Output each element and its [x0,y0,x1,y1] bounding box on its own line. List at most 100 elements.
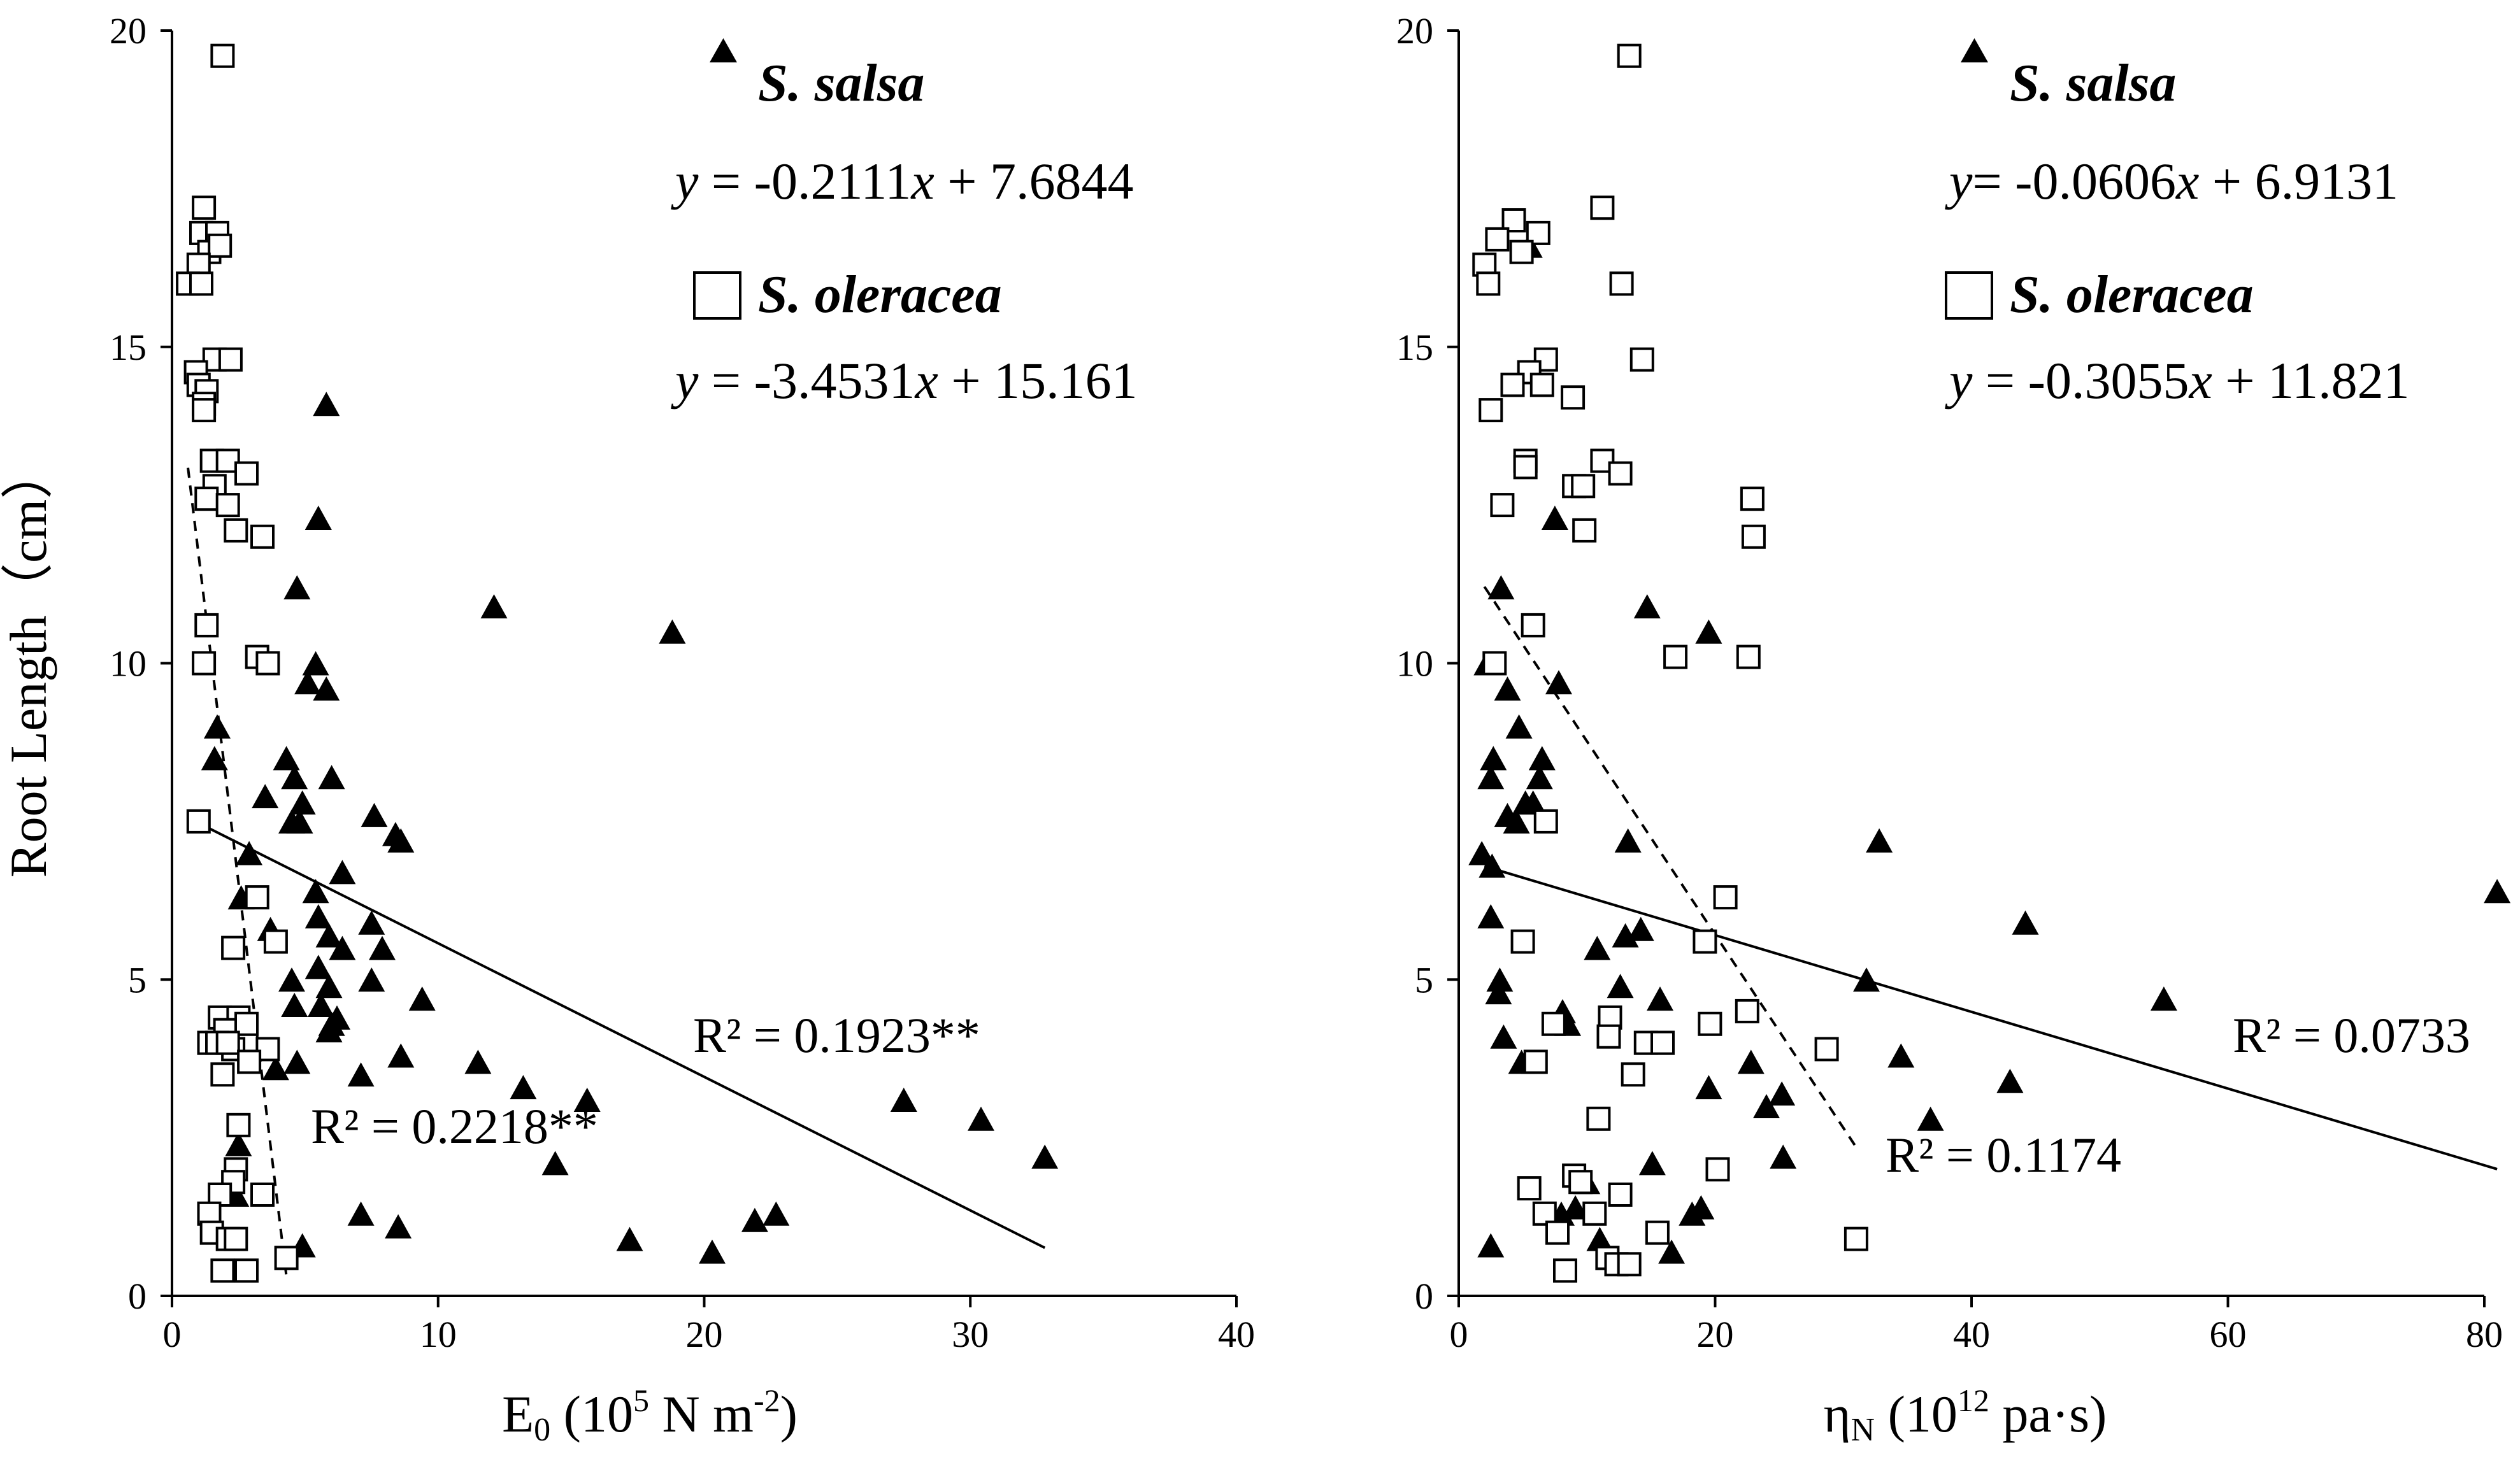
right-oleracea-point [1510,929,1535,954]
right-salsa-point [1917,1106,1944,1131]
left-salsa-point [313,676,340,701]
right-oleracea-point [1501,208,1526,232]
right-axis-ticks: 0 20 40 60 80 0 5 10 15 20 [1396,10,2503,1355]
right-oleracea-point [1713,885,1738,910]
left-y-axis-title: Root Length（cm） [0,447,57,878]
left-x-axis-title: E0 (105 N m-2) [502,1382,798,1448]
right-oleracea-point [1645,1220,1670,1245]
right-equation-oleracea: y = -0.3055x + 11.821 [1945,352,2410,409]
left-salsa-point [890,1088,917,1112]
right-salsa-point [1477,765,1505,790]
left-oleracea-point [250,1183,275,1207]
left-r2-salsa: R² = 0.1923** [693,1007,980,1063]
right-salsa-point [1586,1226,1614,1251]
right-y-tick-label: 0 [1415,1276,1433,1317]
left-salsa-point [289,790,316,815]
right-oleracea-point [1814,1037,1839,1062]
right-salsa-point [1494,676,1521,701]
left-x-tick-label: 30 [952,1314,989,1355]
left-salsa-point [283,1049,311,1074]
right-salsa-point [1866,828,1893,853]
right-salsa-point [1627,916,1654,941]
left-salsa-point [313,392,340,416]
left-y-tick-label: 0 [128,1276,147,1317]
left-salsa-point [387,828,415,853]
right-oleracea-point [1490,493,1515,518]
right-salsa-point [1768,1081,1796,1106]
right-legend-oleracea-label: S. oleracea [2010,265,2254,324]
left-salsa-point [304,904,332,928]
right-oleracea-point [1533,809,1558,834]
left-salsa-point [329,860,356,885]
left-salsa-point [315,974,343,999]
left-oleracea-point [237,1049,262,1074]
left-salsa-point [329,935,356,960]
left-trendline-salsa [192,819,1046,1249]
right-oleracea-point [1553,1258,1577,1283]
left-oleracea-point [192,398,217,423]
right-oleracea-point [1532,1201,1557,1226]
left-y-tick-label: 10 [110,643,147,685]
right-salsa-point [1737,1049,1765,1074]
left-legend-salsa-marker [710,38,737,62]
left-oleracea-point [263,929,288,954]
left-x-tick-label: 40 [1218,1314,1255,1355]
right-y-tick-label: 10 [1396,643,1433,685]
left-oleracea-point [274,1246,299,1270]
right-salsa-point [1996,1069,2024,1093]
right-oleracea-point [1509,239,1534,264]
left-salsa-point [358,967,385,992]
right-oleracea-point [1621,1062,1645,1087]
left-oleracea-point [189,271,213,296]
right-salsa-point [1480,746,1507,771]
left-salsa-point [281,765,308,790]
left-salsa-point [307,993,334,1017]
right-oleracea-point [1705,1157,1730,1182]
left-salsa-point [480,594,508,619]
right-oleracea-point [1476,271,1501,296]
right-salsa-point [1687,1195,1715,1219]
left-salsa-point [573,1088,601,1112]
right-salsa-point [1505,714,1533,739]
right-salsa-point [1770,1144,1797,1169]
left-salsa-point [347,1201,375,1226]
left-salsa-point [315,1018,343,1042]
right-oleracea-point [1513,455,1538,480]
left-salsa-point [659,619,686,644]
right-equation-salsa: y= -0.0606x + 6.9131 [1945,152,2398,210]
left-trendline-oleracea [187,467,288,1277]
right-salsa-point [1607,974,1634,999]
right-chart-panel: 0 20 40 60 80 0 5 10 15 20 ηN (1012 pa·s) S. sals… [1396,10,2511,1448]
right-trendline-oleracea [1483,586,1858,1148]
right-legend-salsa-marker [1961,38,1988,62]
left-x-tick-label: 0 [163,1314,182,1355]
right-oleracea-point [1500,373,1525,397]
left-chart-panel: 0 10 20 30 40 0 5 10 15 20 Root Length（cm） E0 (10… [0,10,1255,1448]
right-salsa-point [1584,935,1611,960]
left-oleracea-point [186,809,211,834]
left-oleracea-point [192,195,217,220]
left-salsa-point [286,809,313,834]
right-oleracea-point [1561,385,1586,410]
right-salsa-point [1528,746,1556,771]
right-oleracea-point [1741,524,1766,549]
left-oleracea-point [234,1258,259,1283]
right-salsa-point [2150,986,2177,1011]
right-oleracea-point [1617,1252,1642,1277]
right-oleracea-point [1650,1030,1675,1055]
right-salsa-point [1478,853,1506,878]
right-salsa-point [1887,1043,1915,1068]
right-salsa-point [1695,1075,1722,1100]
left-salsa-point [616,1226,643,1251]
right-salsa-point [1487,575,1515,600]
right-oleracea-point [1541,1011,1566,1036]
left-salsa-point [302,879,329,904]
left-salsa-point [252,784,279,809]
right-oleracea-point [1629,347,1654,372]
right-salsa-point [1545,670,1572,695]
right-y-tick-label: 5 [1415,959,1433,1000]
left-r2-oleracea: R² = 0.2218** [311,1098,598,1154]
right-salsa-point [2012,910,2039,935]
left-salsa-point [358,910,385,935]
left-salsa-point [318,765,345,790]
